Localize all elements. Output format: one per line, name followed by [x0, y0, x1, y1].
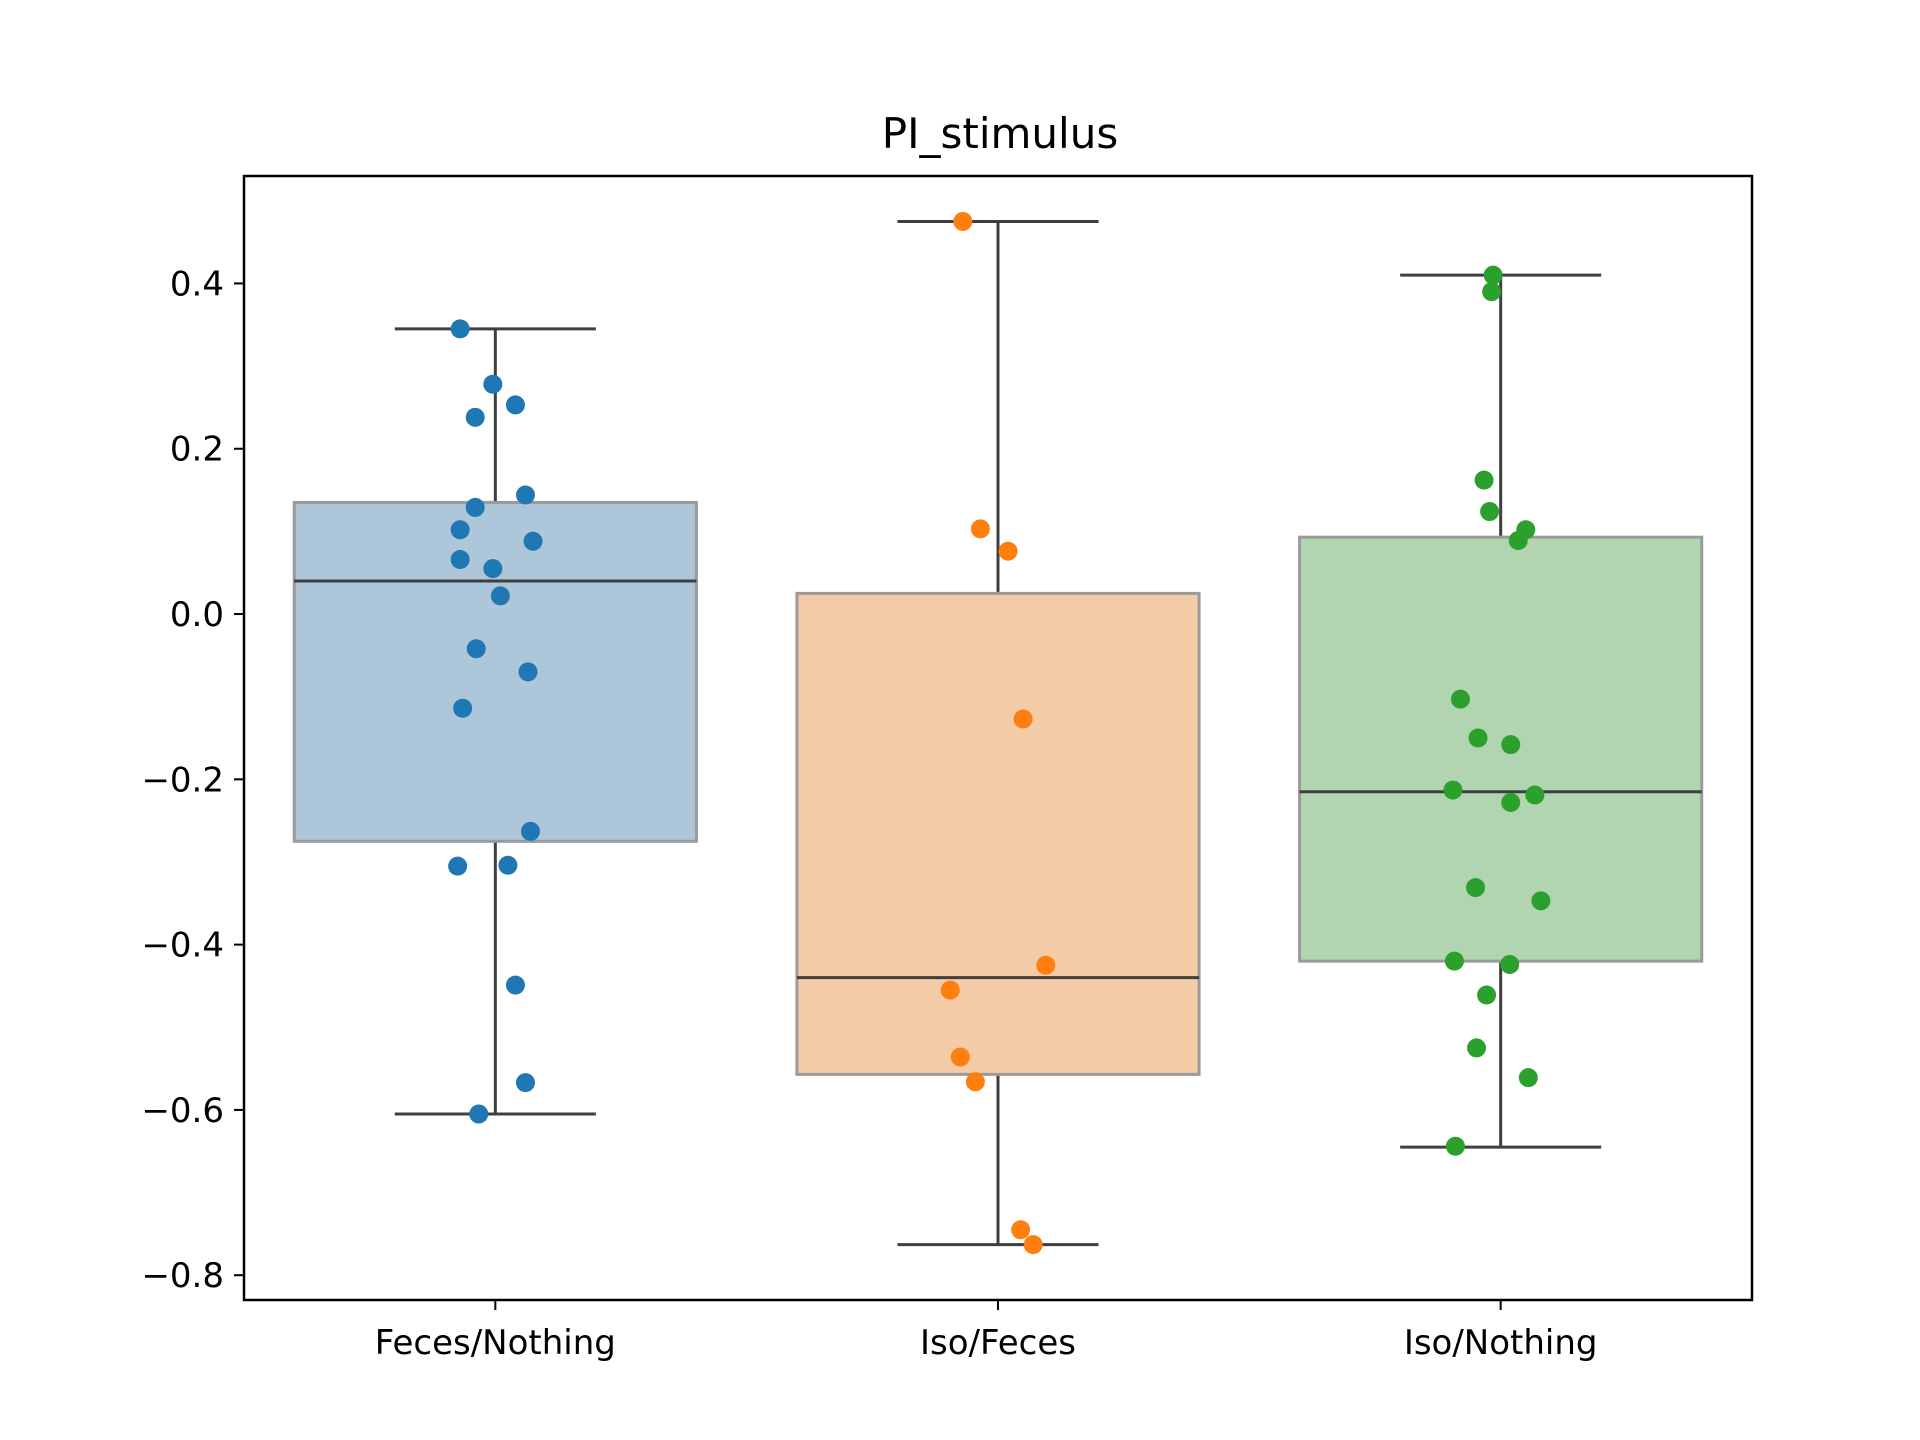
iqr-box	[1298, 535, 1704, 963]
y-tick-label: 0.0	[170, 595, 224, 635]
chart-title: PI_stimulus	[882, 109, 1118, 158]
data-point	[450, 549, 470, 569]
data-point	[1467, 1038, 1487, 1058]
data-point	[1518, 1068, 1538, 1088]
data-point	[1023, 1235, 1043, 1255]
data-point	[521, 821, 541, 841]
point-series	[940, 211, 1056, 1255]
data-point	[940, 980, 960, 1000]
x-tick-label: Feces/Nothing	[375, 1323, 616, 1363]
data-point	[1508, 530, 1528, 550]
data-point	[448, 856, 468, 876]
data-point	[1474, 470, 1494, 490]
data-point	[1468, 728, 1488, 748]
data-point	[450, 319, 470, 339]
data-point	[1450, 689, 1470, 709]
data-point	[998, 541, 1018, 561]
data-point	[515, 1073, 535, 1093]
data-point	[1011, 1220, 1031, 1240]
data-point	[1480, 502, 1500, 522]
x-tick-label: Iso/Nothing	[1404, 1323, 1598, 1363]
data-point	[505, 975, 525, 995]
y-tick-label: −0.4	[141, 926, 224, 966]
data-point	[1531, 891, 1551, 911]
data-point	[465, 407, 485, 427]
data-point	[1013, 709, 1033, 729]
data-point	[505, 395, 525, 415]
data-point	[469, 1104, 489, 1124]
boxes-layer	[292, 219, 1704, 1247]
data-point	[490, 586, 510, 606]
data-point	[1525, 785, 1545, 805]
data-point	[1445, 1136, 1465, 1156]
box-group	[292, 327, 698, 1116]
data-point	[970, 519, 990, 539]
data-point	[483, 374, 503, 394]
data-point	[466, 639, 486, 659]
data-point	[518, 662, 538, 682]
data-point	[515, 485, 535, 505]
data-point	[1443, 780, 1463, 800]
data-point	[1036, 955, 1056, 975]
data-point	[498, 855, 518, 875]
y-tick-label: −0.8	[141, 1256, 224, 1296]
points-layer	[448, 211, 1551, 1255]
point-series	[1443, 265, 1551, 1156]
y-tick-label: −0.6	[141, 1091, 224, 1131]
data-point	[1444, 951, 1464, 971]
data-point	[965, 1072, 985, 1092]
data-point	[1482, 282, 1502, 302]
data-point	[483, 559, 503, 579]
iqr-box	[292, 500, 698, 843]
axes-layer: −0.8 −0.6 −0.4 −0.2 0.0 0.2 0.4 Feces/Nothing Is…	[141, 174, 1754, 1363]
box-group	[795, 219, 1201, 1247]
data-point	[450, 520, 470, 540]
y-tick-label: −0.2	[141, 760, 224, 800]
point-series	[448, 319, 543, 1124]
data-point	[950, 1047, 970, 1067]
data-point	[1466, 878, 1486, 898]
data-point	[453, 698, 473, 718]
x-tick-label: Iso/Feces	[920, 1323, 1076, 1363]
y-tick-label: 0.4	[170, 264, 224, 304]
iqr-box	[795, 591, 1201, 1076]
data-point	[465, 497, 485, 517]
data-point	[953, 211, 973, 231]
y-tick-label: 0.2	[170, 430, 224, 470]
data-point	[1483, 265, 1503, 285]
data-point	[1501, 735, 1521, 755]
data-point	[1500, 954, 1520, 974]
data-point	[523, 531, 543, 551]
box-group	[1298, 273, 1704, 1149]
data-point	[1501, 792, 1521, 812]
data-point	[1477, 985, 1497, 1005]
